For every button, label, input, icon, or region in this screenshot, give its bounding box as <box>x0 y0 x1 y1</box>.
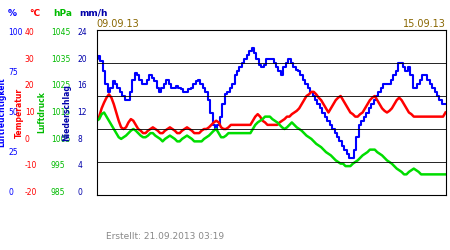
Text: 20: 20 <box>77 55 87 64</box>
Text: 12: 12 <box>77 108 87 117</box>
Text: 4: 4 <box>77 161 82 170</box>
Text: 0: 0 <box>8 188 13 197</box>
Text: 1035: 1035 <box>51 55 70 64</box>
Text: 50: 50 <box>8 108 18 117</box>
Text: 985: 985 <box>51 188 65 197</box>
Text: 1015: 1015 <box>51 108 70 117</box>
Text: Luftdruck: Luftdruck <box>37 92 46 134</box>
Text: hPa: hPa <box>53 8 72 18</box>
Text: 0: 0 <box>77 188 82 197</box>
Text: -20: -20 <box>25 188 37 197</box>
Text: -10: -10 <box>25 161 37 170</box>
Text: 1005: 1005 <box>51 135 70 144</box>
Text: 10: 10 <box>25 108 34 117</box>
Text: 75: 75 <box>8 68 18 77</box>
Text: 8: 8 <box>77 135 82 144</box>
Text: Erstellt: 21.09.2013 03:19: Erstellt: 21.09.2013 03:19 <box>106 232 224 241</box>
Text: Niederschlag: Niederschlag <box>62 84 71 141</box>
Text: 25: 25 <box>8 148 18 157</box>
Text: 100: 100 <box>8 28 22 37</box>
Text: 1045: 1045 <box>51 28 70 37</box>
Text: 16: 16 <box>77 81 87 90</box>
Text: 20: 20 <box>25 81 34 90</box>
Text: 995: 995 <box>51 161 66 170</box>
Text: 1025: 1025 <box>51 81 70 90</box>
Text: Luftfeuchtigkeit: Luftfeuchtigkeit <box>0 78 7 147</box>
Text: 24: 24 <box>77 28 87 37</box>
Text: %: % <box>8 8 17 18</box>
Text: 09.09.13: 09.09.13 <box>97 19 140 29</box>
Text: mm/h: mm/h <box>79 8 107 18</box>
Text: 15.09.13: 15.09.13 <box>403 19 446 29</box>
Text: Temperatur: Temperatur <box>14 88 23 138</box>
Text: 30: 30 <box>25 55 35 64</box>
Text: 0: 0 <box>25 135 30 144</box>
Text: 40: 40 <box>25 28 35 37</box>
Text: °C: °C <box>29 8 40 18</box>
